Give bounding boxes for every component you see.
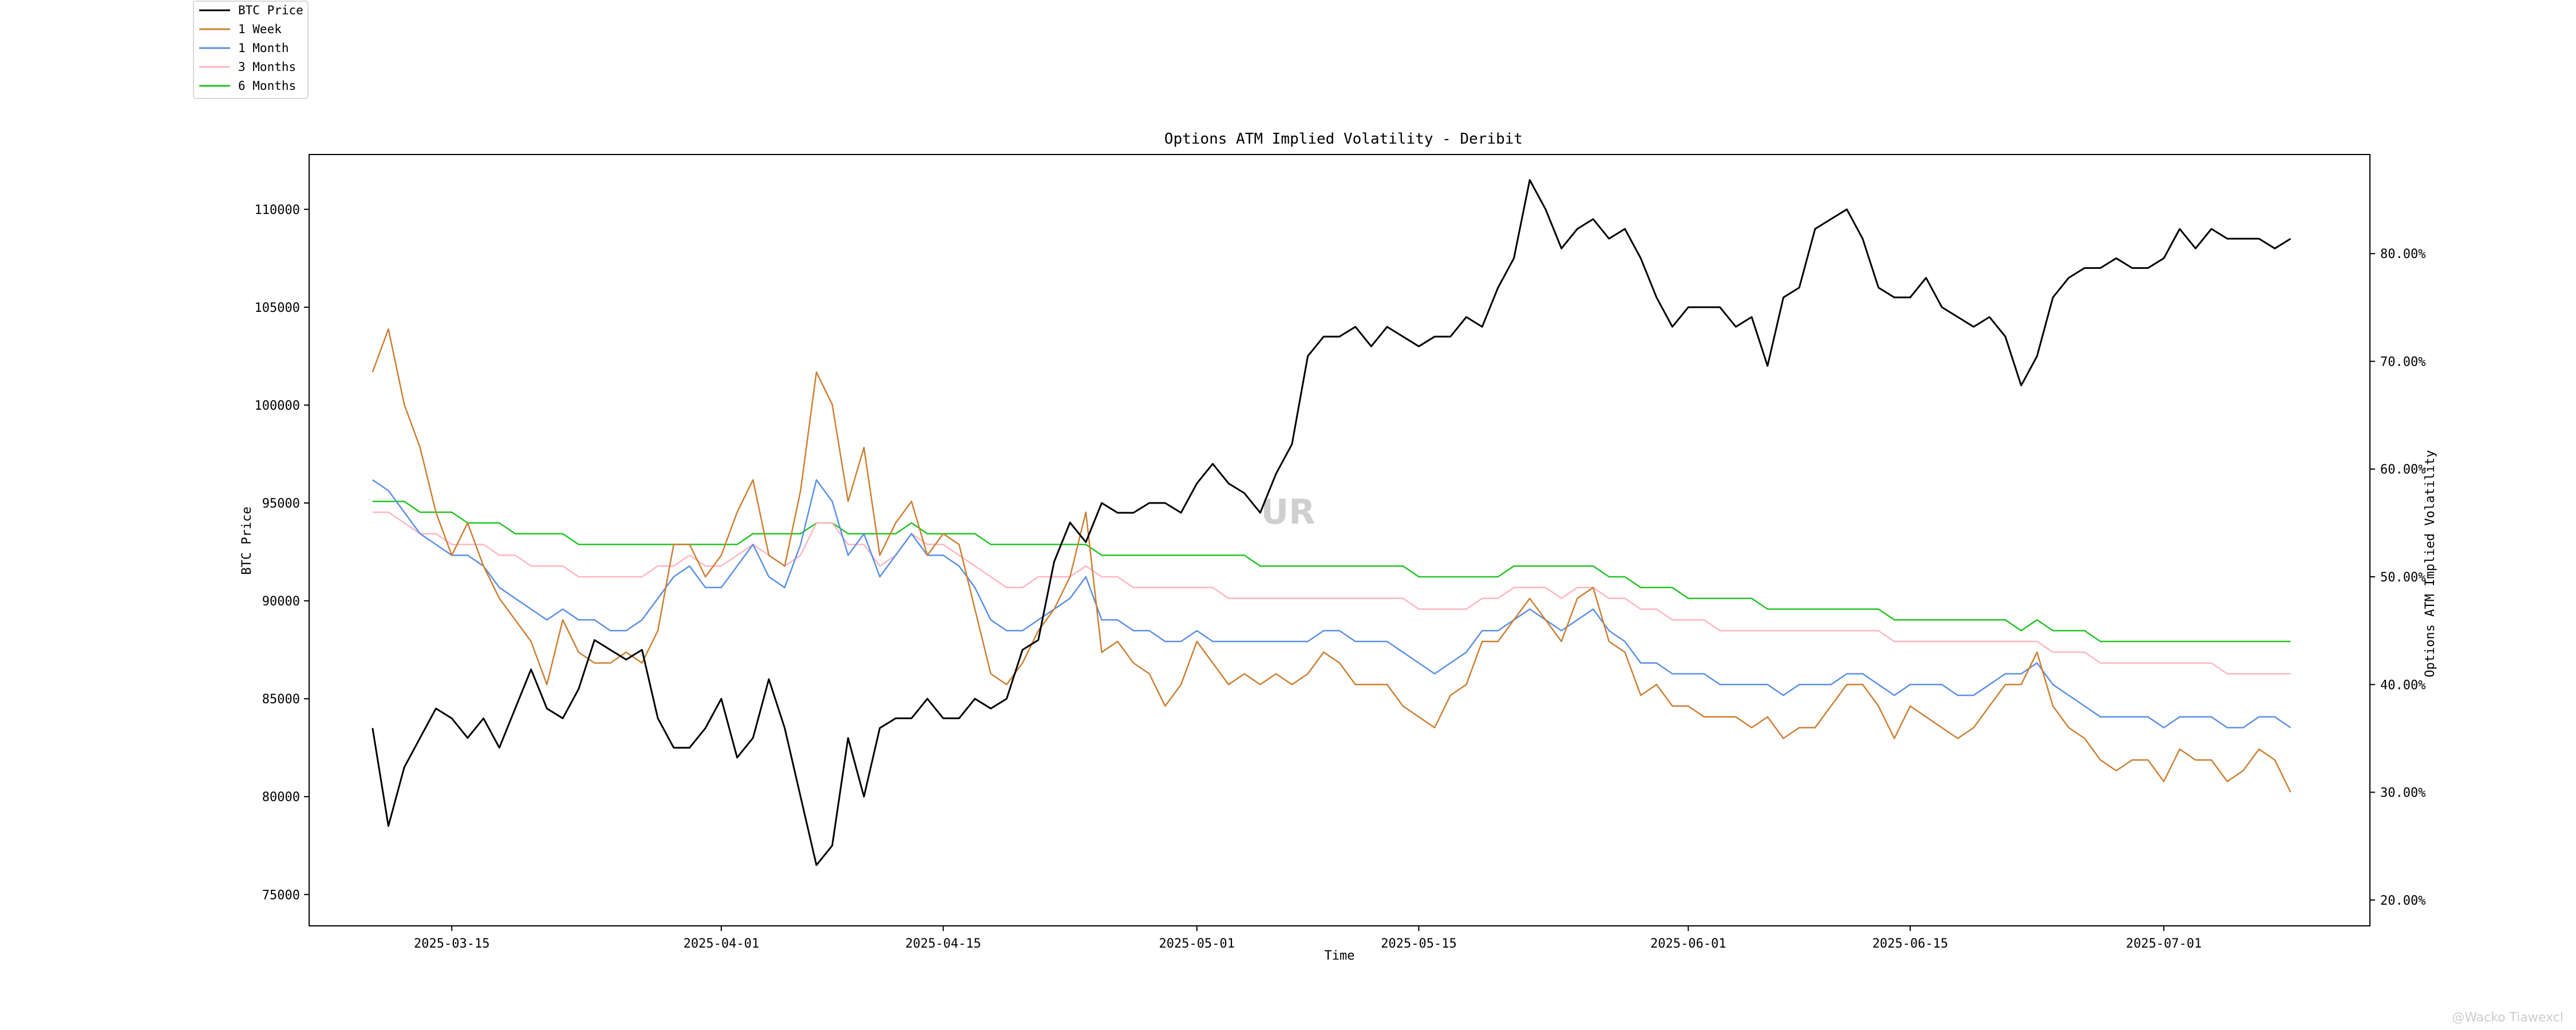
y-right-tick-label: 70.00%	[2380, 355, 2425, 369]
y-right-tick-label: 40.00%	[2380, 678, 2425, 692]
y-left-tick-label: 95000	[262, 497, 300, 511]
y-left-tick-label: 75000	[262, 888, 300, 902]
x-tick-label: 2025-04-01	[683, 937, 759, 951]
legend: BTC Price 1 Week 1 Month 3 Months 6 Months	[193, 1, 309, 99]
x-axis-label: Time	[1325, 949, 1355, 963]
series-line-btc-price	[372, 179, 2291, 866]
x-tick-label: 2025-06-01	[1650, 937, 1726, 951]
y-left-tick-label: 80000	[262, 790, 300, 805]
y-left-axis: 75000 80000 85000 90000 95000 100000 105000 110…	[255, 203, 309, 902]
plot-frame	[309, 154, 2370, 926]
y-right-axis-label: Options ATM Implied Volatility	[2423, 450, 2437, 677]
corner-watermark: @Wacko Tiawexcl	[2452, 1011, 2563, 1025]
series-line-3-months	[372, 511, 2291, 675]
y-left-tick-label: 105000	[255, 301, 300, 315]
center-watermark: UR	[1261, 492, 1315, 532]
series-line-1-month	[372, 479, 2291, 728]
y-left-axis-label: BTC Price	[240, 506, 254, 575]
x-tick-label: 2025-07-01	[2126, 937, 2202, 951]
legend-frame	[193, 1, 309, 99]
y-right-tick-label: 50.00%	[2380, 571, 2425, 585]
series-layer	[372, 179, 2291, 866]
x-tick-label: 2025-06-15	[1872, 937, 1948, 951]
x-tick-label: 2025-05-01	[1159, 937, 1235, 951]
chart-title: Options ATM Implied Volatility - Deribit	[1164, 130, 1523, 148]
y-left-tick-label: 100000	[255, 399, 300, 413]
series-line-6-months	[372, 500, 2291, 643]
y-right-tick-label: 60.00%	[2380, 463, 2425, 477]
x-axis: 2025-03-15 2025-04-01 2025-04-15 2025-05-01…	[414, 926, 2202, 951]
x-tick-label: 2025-05-15	[1381, 937, 1456, 951]
series-line-1-week	[372, 328, 2291, 793]
y-right-tick-label: 80.00%	[2380, 247, 2425, 262]
legend-label: 6 Months	[238, 79, 296, 93]
x-tick-label: 2025-03-15	[414, 937, 489, 951]
x-tick-label: 2025-04-15	[905, 937, 981, 951]
y-left-tick-label: 85000	[262, 692, 300, 707]
y-left-tick-label: 110000	[255, 203, 300, 217]
legend-label: BTC Price	[238, 3, 303, 17]
legend-label: 1 Month	[238, 41, 289, 55]
y-right-axis: 20.00% 30.00% 40.00% 50.00% 60.00% 70.00% 80.0…	[2370, 247, 2425, 908]
y-right-tick-label: 30.00%	[2380, 786, 2425, 801]
legend-label: 3 Months	[238, 60, 296, 74]
legend-label: 1 Week	[238, 22, 282, 36]
y-right-tick-label: 20.00%	[2380, 894, 2425, 908]
y-left-tick-label: 90000	[262, 595, 300, 609]
